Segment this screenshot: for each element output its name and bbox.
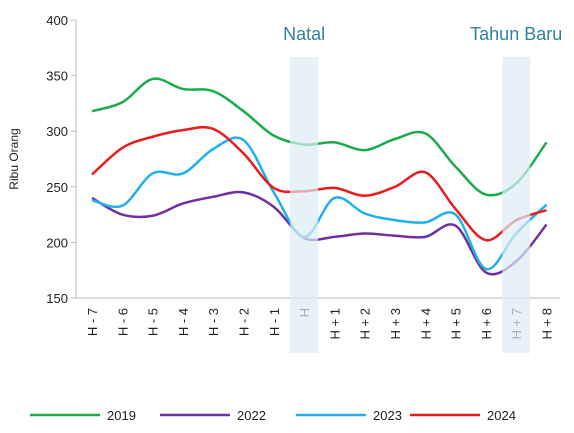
- x-tick-label: H + 8: [540, 308, 555, 339]
- x-tick-label: H + 1: [327, 308, 342, 339]
- x-tick-label: H - 5: [146, 308, 161, 336]
- highlight-band: [290, 57, 319, 353]
- x-tick-label: H - 3: [206, 308, 221, 336]
- series-line: [91, 190, 548, 276]
- series-line: [91, 77, 548, 197]
- legend-label: 2022: [237, 408, 266, 423]
- y-axis-label: Ribu Orang: [7, 128, 21, 189]
- y-tick-label: 250: [46, 180, 68, 195]
- x-tick-label: H - 7: [85, 308, 100, 336]
- y-tick-label: 150: [46, 291, 68, 306]
- x-tick-label: H - 2: [237, 308, 252, 336]
- annotation: Tahun Baru: [470, 24, 562, 44]
- x-tick-label: H - 4: [176, 308, 191, 336]
- series-line: [91, 136, 548, 271]
- legend-label: 2019: [107, 408, 136, 423]
- x-tick-label: H + 6: [479, 308, 494, 339]
- y-tick-label: 300: [46, 124, 68, 139]
- x-tick-label: H - 1: [267, 308, 282, 336]
- series-line: [91, 126, 547, 242]
- x-tick-label: H - 6: [115, 308, 130, 336]
- legend-label: 2023: [373, 408, 402, 423]
- y-tick-label: 400: [46, 13, 68, 28]
- y-tick-label: 350: [46, 69, 68, 84]
- x-tick-label: H + 3: [388, 308, 403, 339]
- y-tick-label: 200: [46, 235, 68, 250]
- x-tick-label: H + 4: [418, 308, 433, 339]
- legend-label: 2024: [487, 408, 516, 423]
- highlight-band: [502, 57, 531, 353]
- x-tick-label: H + 5: [449, 308, 464, 339]
- x-tick-label: H + 2: [358, 308, 373, 339]
- annotation: Natal: [283, 24, 325, 44]
